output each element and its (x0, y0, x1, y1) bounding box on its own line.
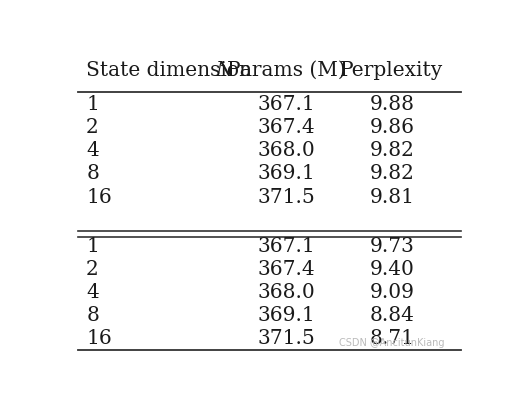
Text: 16: 16 (86, 188, 112, 207)
Text: 16: 16 (86, 329, 112, 348)
Text: 9.82: 9.82 (369, 164, 414, 183)
Text: 367.1: 367.1 (257, 237, 315, 256)
Text: State dimension: State dimension (86, 61, 258, 80)
Text: 367.4: 367.4 (257, 118, 315, 137)
Text: 9.09: 9.09 (369, 283, 414, 302)
Text: Params (M): Params (M) (227, 61, 345, 80)
Text: 1: 1 (86, 237, 99, 256)
Text: 2: 2 (86, 118, 99, 137)
Text: 1: 1 (86, 95, 99, 114)
Text: 8.71: 8.71 (369, 329, 414, 348)
Text: 4: 4 (86, 141, 99, 160)
Text: 369.1: 369.1 (257, 306, 315, 325)
Text: 8.84: 8.84 (369, 306, 414, 325)
Text: 8: 8 (86, 164, 99, 183)
Text: 371.5: 371.5 (257, 329, 315, 348)
Text: 367.1: 367.1 (257, 95, 315, 114)
Text: 9.88: 9.88 (369, 95, 414, 114)
Text: 9.86: 9.86 (369, 118, 414, 137)
Text: 367.4: 367.4 (257, 260, 315, 279)
Text: 371.5: 371.5 (257, 188, 315, 207)
Text: 9.82: 9.82 (369, 141, 414, 160)
Text: 9.40: 9.40 (369, 260, 414, 279)
Text: 9.73: 9.73 (369, 237, 414, 256)
Text: 368.0: 368.0 (257, 141, 315, 160)
Text: 2: 2 (86, 260, 99, 279)
Text: CSDN @AncitunKiang: CSDN @AncitunKiang (339, 338, 444, 348)
Text: N: N (216, 61, 234, 80)
Text: 8: 8 (86, 306, 99, 325)
Text: Perplexity: Perplexity (340, 61, 443, 80)
Text: 369.1: 369.1 (257, 164, 315, 183)
Text: 368.0: 368.0 (257, 283, 315, 302)
Text: 4: 4 (86, 283, 99, 302)
Text: 9.81: 9.81 (369, 188, 414, 207)
